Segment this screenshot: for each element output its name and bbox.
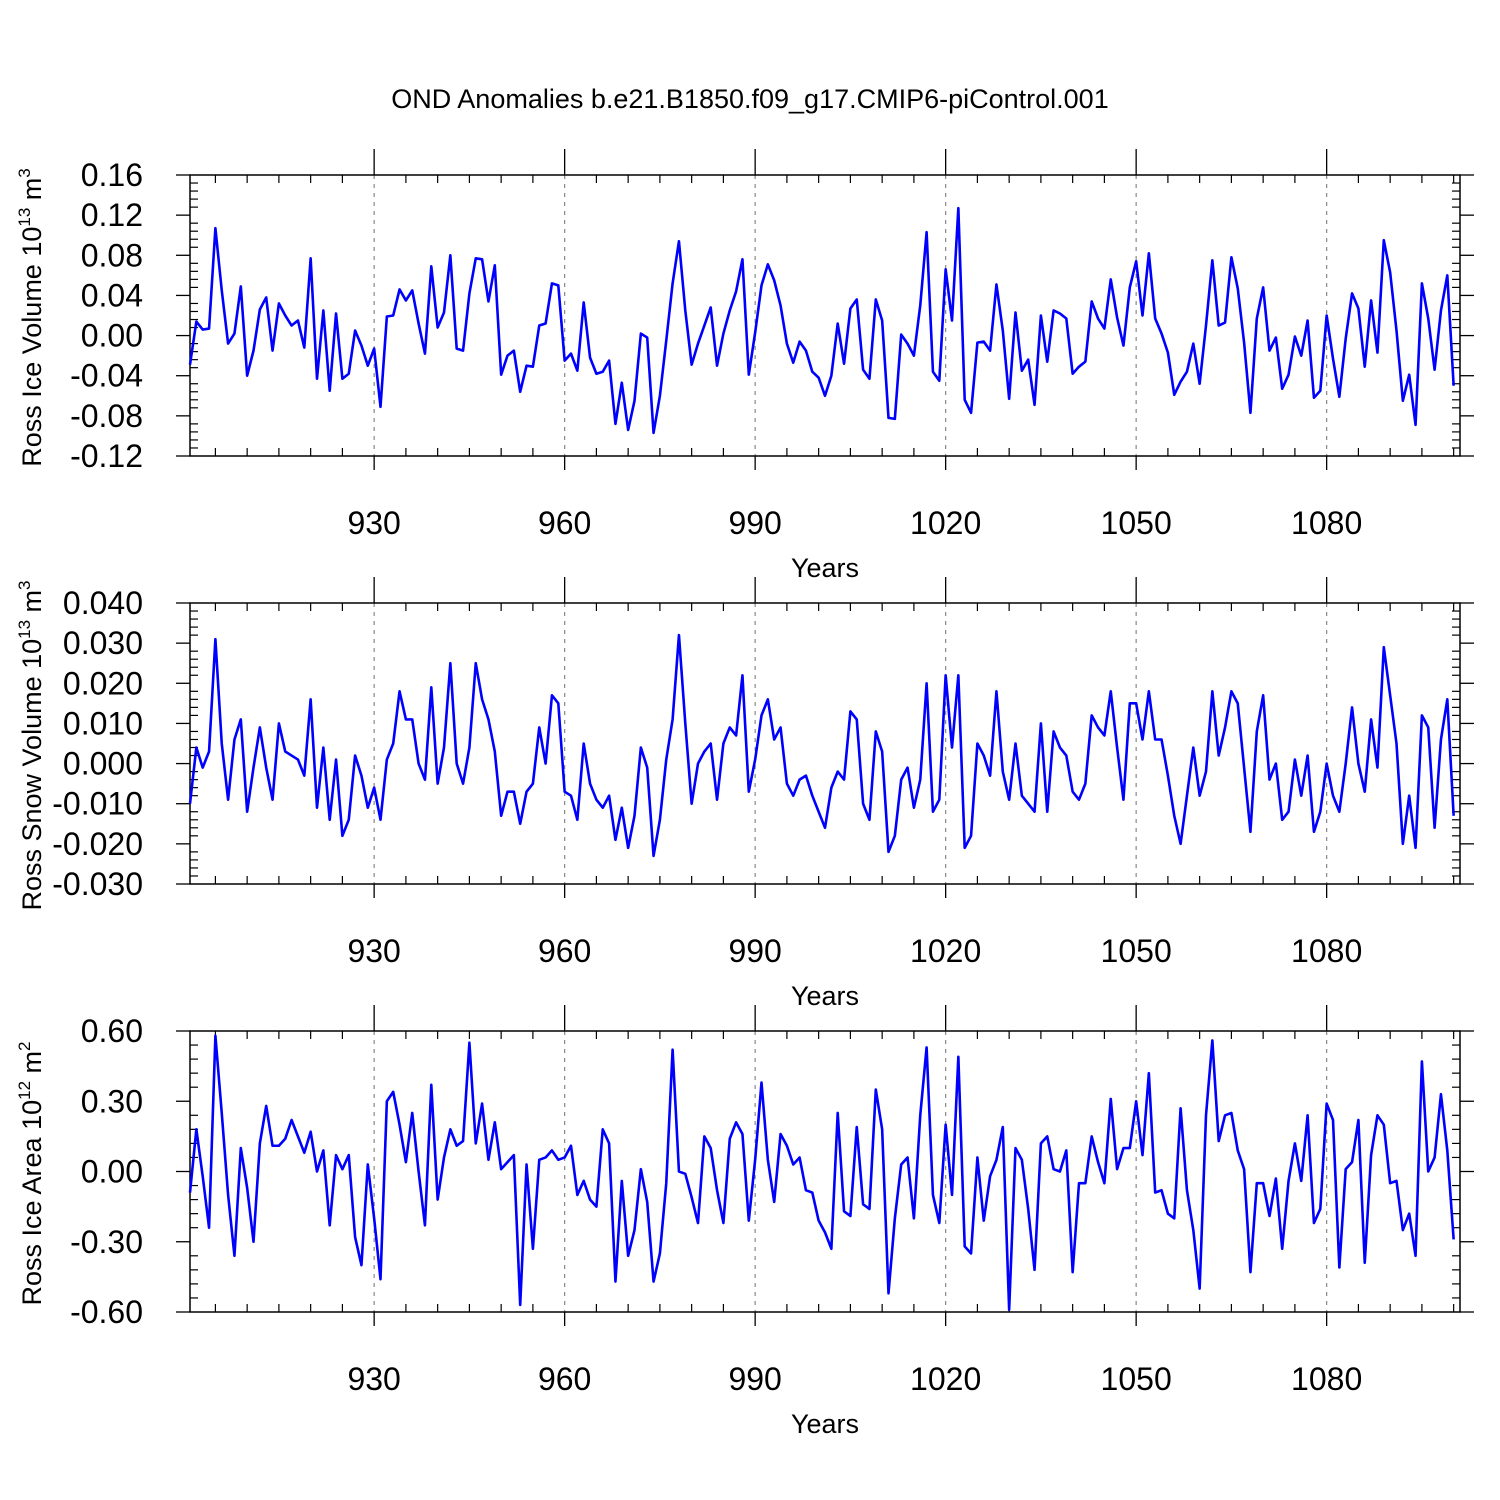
y-axis-label-exponent: 13: [15, 208, 34, 227]
x-tick-label: 960: [538, 933, 591, 969]
y-axis-label-text: Ross Ice Area 10: [17, 1100, 47, 1306]
x-tick-label: 1080: [1291, 1361, 1362, 1397]
y-axis-label-text: Ross Snow Volume 10: [17, 639, 47, 911]
x-axis-label: Years: [791, 981, 859, 1011]
y-tick-label: 0.020: [63, 665, 143, 701]
x-tick-label: 1020: [910, 505, 981, 541]
y-tick-label: 0.010: [63, 705, 143, 741]
x-tick-label: 960: [538, 505, 591, 541]
y-axis-label-unit-exponent: 3: [15, 580, 34, 589]
y-axis-label-unit-exponent: 3: [15, 168, 34, 177]
y-tick-label: -0.010: [52, 786, 143, 822]
y-tick-label: 0.00: [81, 1154, 143, 1190]
y-tick-label: -0.020: [52, 826, 143, 862]
chart-panel-3: -0.60 -0.30 0.00 0.30 0.60 930 960 990 1020 1050 1…: [15, 1005, 1474, 1439]
y-tick-label: 0.040: [63, 585, 143, 621]
x-tick-label: 1020: [910, 1361, 981, 1397]
x-tick-label: 990: [728, 505, 781, 541]
series-line: [188, 1034, 1455, 1311]
plot-frame: [189, 174, 1461, 457]
y-axis-label-unit: m: [17, 1051, 47, 1081]
y-axis-label-text: Ross Ice Volume 10: [17, 227, 47, 467]
series-line: [188, 206, 1455, 435]
x-axis-label: Years: [791, 553, 859, 583]
y-axis-label: Ross Ice Area 1012 m2: [15, 1041, 47, 1305]
x-tick-label: 990: [728, 1361, 781, 1397]
y-tick-label: -0.60: [70, 1294, 143, 1330]
y-axis-label: Ross Snow Volume 1013 m3: [15, 580, 47, 910]
plot-frame: [189, 1030, 1461, 1313]
x-tick-label: 960: [538, 1361, 591, 1397]
y-tick-label: -0.030: [52, 866, 143, 902]
y-tick-label: 0.60: [81, 1013, 143, 1049]
y-tick-label: 0.12: [81, 197, 143, 233]
x-tick-label: 1080: [1291, 933, 1362, 969]
x-tick-label: 1050: [1101, 1361, 1172, 1397]
x-tick-label: 930: [347, 505, 400, 541]
y-tick-label: 0.000: [63, 746, 143, 782]
plot-frame: [189, 602, 1461, 885]
x-tick-label: 1050: [1101, 505, 1172, 541]
x-tick-label: 930: [347, 1361, 400, 1397]
y-axis-label-exponent: 13: [15, 620, 34, 639]
x-tick-label: 1050: [1101, 933, 1172, 969]
chart-panel-2: -0.030 -0.020 -0.010 0.000 0.010 0.020 0.030 0.…: [15, 577, 1474, 1011]
y-tick-label: 0.04: [81, 277, 143, 313]
y-tick-label: -0.12: [70, 438, 143, 474]
y-tick-label: 0.16: [81, 157, 143, 193]
y-axis-label-unit: m: [17, 590, 47, 620]
y-tick-label: -0.04: [70, 358, 143, 394]
y-axis-label: Ross Ice Volume 1013 m3: [15, 168, 47, 467]
y-tick-label: -0.08: [70, 398, 143, 434]
y-axis-label-exponent: 12: [15, 1081, 34, 1100]
y-tick-label: -0.30: [70, 1224, 143, 1260]
x-axis-label: Years: [791, 1409, 859, 1439]
y-axis-label-unit: m: [17, 178, 47, 208]
figure-title: OND Anomalies b.e21.B1850.f09_g17.CMIP6-…: [391, 84, 1109, 114]
x-tick-label: 1080: [1291, 505, 1362, 541]
chart-panel-1: -0.12 -0.08 -0.04 0.00 0.04 0.08 0.12 0.16 930 96…: [15, 149, 1474, 583]
y-tick-label: 0.08: [81, 237, 143, 273]
x-tick-label: 990: [728, 933, 781, 969]
x-tick-label: 930: [347, 933, 400, 969]
y-axis-label-unit-exponent: 2: [15, 1041, 34, 1050]
y-tick-label: 0.030: [63, 625, 143, 661]
x-tick-label: 1020: [910, 933, 981, 969]
y-tick-label: 0.30: [81, 1083, 143, 1119]
y-tick-label: 0.00: [81, 318, 143, 354]
series-line: [188, 633, 1455, 858]
